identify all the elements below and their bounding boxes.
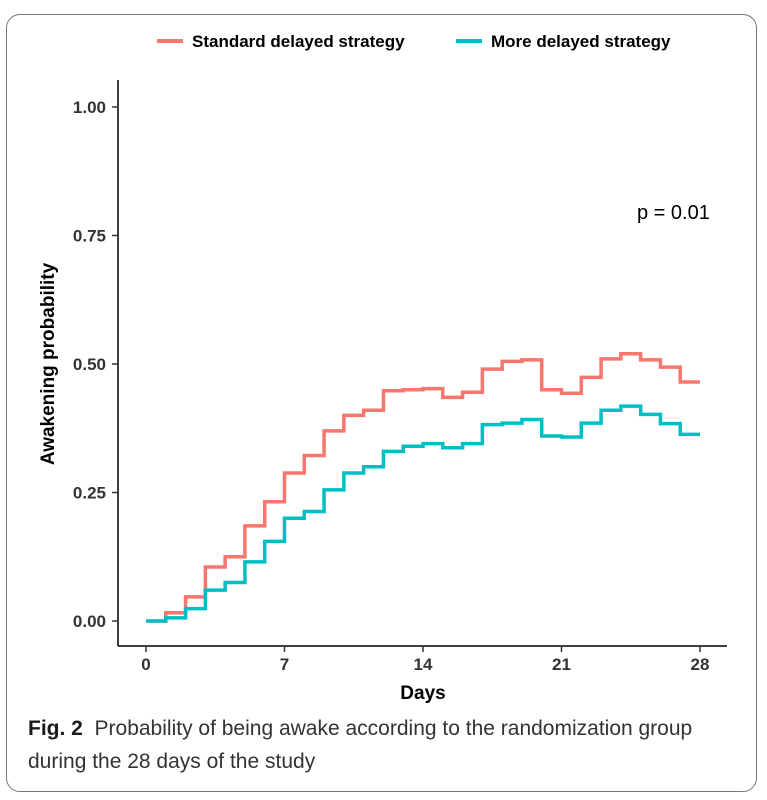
figure-label: Fig. 2 — [28, 717, 83, 740]
series-line-more-delayed — [146, 404, 700, 623]
figure-caption: Fig. 2 Probability of being awake accord… — [28, 712, 728, 778]
y-axis-ticks: 0.00 0.25 0.50 0.75 1.00 — [73, 98, 118, 631]
x-tick-label: 21 — [552, 655, 571, 674]
x-axis-title: Days — [400, 683, 445, 704]
series-line-standard — [146, 351, 700, 623]
figure-frame — [6, 14, 757, 792]
x-tick-label: 0 — [141, 655, 150, 674]
x-tick-label: 7 — [280, 655, 289, 674]
y-tick-label: 0.00 — [73, 612, 106, 631]
x-axis-ticks: 0 7 14 21 28 — [141, 646, 709, 674]
awakening-chart: Standard delayed strategy More delayed s… — [38, 32, 727, 704]
x-tick-label: 28 — [691, 655, 710, 674]
y-tick-label: 0.75 — [73, 227, 106, 246]
y-axis-title: Awakening probability — [38, 262, 59, 465]
y-tick-label: 0.50 — [73, 355, 106, 374]
figure-caption-text: Probability of being awake according to … — [28, 717, 693, 773]
x-tick-label: 14 — [414, 655, 433, 674]
p-value-annotation: p = 0.01 — [637, 202, 710, 224]
y-tick-label: 0.25 — [73, 484, 106, 503]
legend-label-standard: Standard delayed strategy — [192, 32, 405, 51]
y-tick-label: 1.00 — [73, 98, 106, 117]
legend: Standard delayed strategy More delayed s… — [157, 32, 671, 51]
legend-label-more-delayed: More delayed strategy — [491, 32, 671, 51]
